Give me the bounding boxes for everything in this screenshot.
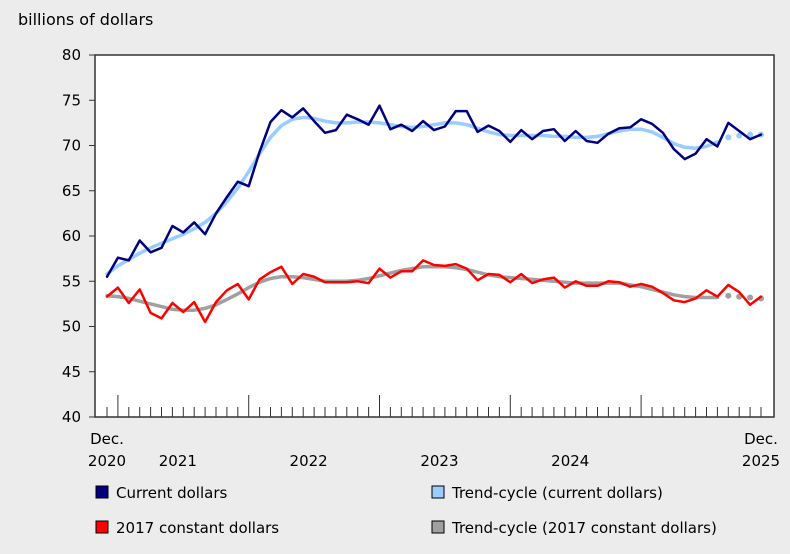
x-tick-label: Dec.: [90, 430, 124, 448]
x-tick-label: 2025: [742, 452, 780, 470]
y-tick-label: 70: [62, 137, 81, 155]
y-tick-label: 50: [62, 318, 81, 336]
y-tick-label: 45: [62, 363, 81, 381]
projected-point: [747, 294, 754, 301]
y-tick-label: 65: [62, 182, 81, 200]
legend-label: Trend-cycle (current dollars): [451, 484, 663, 502]
y-axis-label: billions of dollars: [18, 10, 153, 29]
legend-swatch: [95, 485, 109, 499]
x-tick-label: 2024: [551, 452, 589, 470]
y-tick-label: 55: [62, 272, 81, 290]
legend-swatch: [431, 520, 445, 534]
projected-point: [725, 292, 732, 299]
series-line-0: [105, 104, 763, 278]
y-tick-label: 40: [62, 408, 81, 426]
x-tick-label: 2020: [88, 452, 126, 470]
x-tick-label: 2022: [290, 452, 328, 470]
projected-point: [725, 134, 732, 141]
projected-point: [747, 131, 754, 138]
series-line-1: [105, 115, 720, 276]
legend-label: Trend-cycle (2017 constant dollars): [451, 519, 717, 537]
legend-label: Current dollars: [116, 484, 227, 502]
legend-label: 2017 constant dollars: [116, 519, 279, 537]
plot-area: [94, 54, 775, 418]
y-tick-label: 80: [62, 46, 81, 64]
x-tick-label: Dec.: [744, 430, 778, 448]
projected-point: [736, 132, 743, 139]
x-tick-label: 2021: [159, 452, 197, 470]
y-tick-label: 75: [62, 91, 81, 109]
y-tick-label: 60: [62, 227, 81, 245]
legend-swatch: [95, 520, 109, 534]
series-line-2: [105, 259, 763, 324]
legend-swatch: [431, 485, 445, 499]
x-tick-label: 2023: [420, 452, 458, 470]
